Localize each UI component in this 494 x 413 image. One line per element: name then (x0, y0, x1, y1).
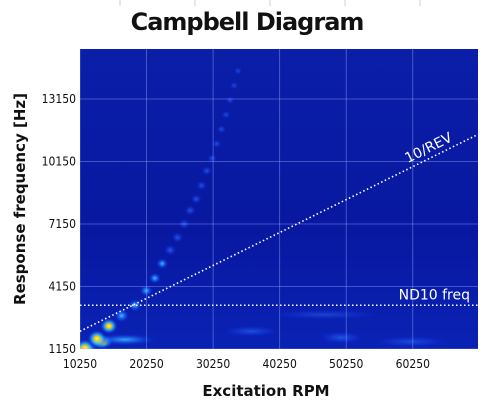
resonance-point-18 (221, 110, 231, 119)
y-tick-label-4: 13150 (42, 92, 76, 106)
x-tick-label-1: 20250 (129, 357, 163, 371)
resonance-point-9 (171, 232, 184, 243)
resonance-point-2 (100, 318, 118, 335)
resonance-point-3 (113, 308, 130, 323)
resonance-point-20 (229, 81, 239, 90)
resonance-point-21 (233, 67, 243, 75)
x-axis-label: Excitation RPM (202, 382, 329, 400)
resonance-point-14 (201, 166, 213, 176)
y-tick-label-3: 10150 (42, 155, 76, 169)
resonance-point-19 (225, 95, 235, 105)
resonance-point-7 (155, 257, 169, 270)
y-tick-label-0: 1150 (49, 342, 77, 356)
heat-hotspot-5 (371, 335, 452, 348)
x-tick-label-5: 60250 (396, 357, 430, 371)
y-axis-label: Response frequency [Hz] (11, 93, 29, 305)
x-ticks: 10250 20250 30250 40250 50250 60250 (63, 357, 430, 371)
resonance-point-12 (190, 194, 202, 204)
heat-hotspot-4 (317, 330, 365, 345)
x-tick-label-0: 10250 (63, 357, 97, 371)
heatmap-layer (80, 67, 452, 349)
resonance-point-4 (127, 298, 143, 312)
resonance-point-15 (207, 153, 218, 163)
top-tick-strip (119, 0, 421, 6)
x-tick-label-4: 50250 (329, 357, 363, 371)
resonance-point-8 (164, 244, 177, 256)
grid (80, 49, 478, 349)
resonance-point-16 (211, 139, 222, 149)
y-tick-label-2: 7150 (49, 217, 77, 231)
resonance-point-11 (184, 205, 196, 216)
heat-hotspot-2 (91, 333, 159, 346)
resonance-point-17 (216, 124, 227, 134)
nd10-freq-label: ND10 freq (399, 287, 470, 303)
heat-hotspot-3 (221, 325, 282, 338)
resonance-point-1 (87, 329, 107, 348)
resonance-point-13 (196, 180, 207, 191)
y-tick-label-1: 4150 (49, 280, 77, 294)
resonance-point-6 (148, 272, 162, 285)
chart-title: Campbell Diagram (130, 8, 365, 36)
heat-hotspot-6 (264, 309, 385, 320)
x-tick-label-2: 30250 (196, 357, 230, 371)
y-ticks: 1150 4150 7150 10150 13150 (42, 92, 76, 356)
x-tick-label-3: 40250 (262, 357, 296, 371)
